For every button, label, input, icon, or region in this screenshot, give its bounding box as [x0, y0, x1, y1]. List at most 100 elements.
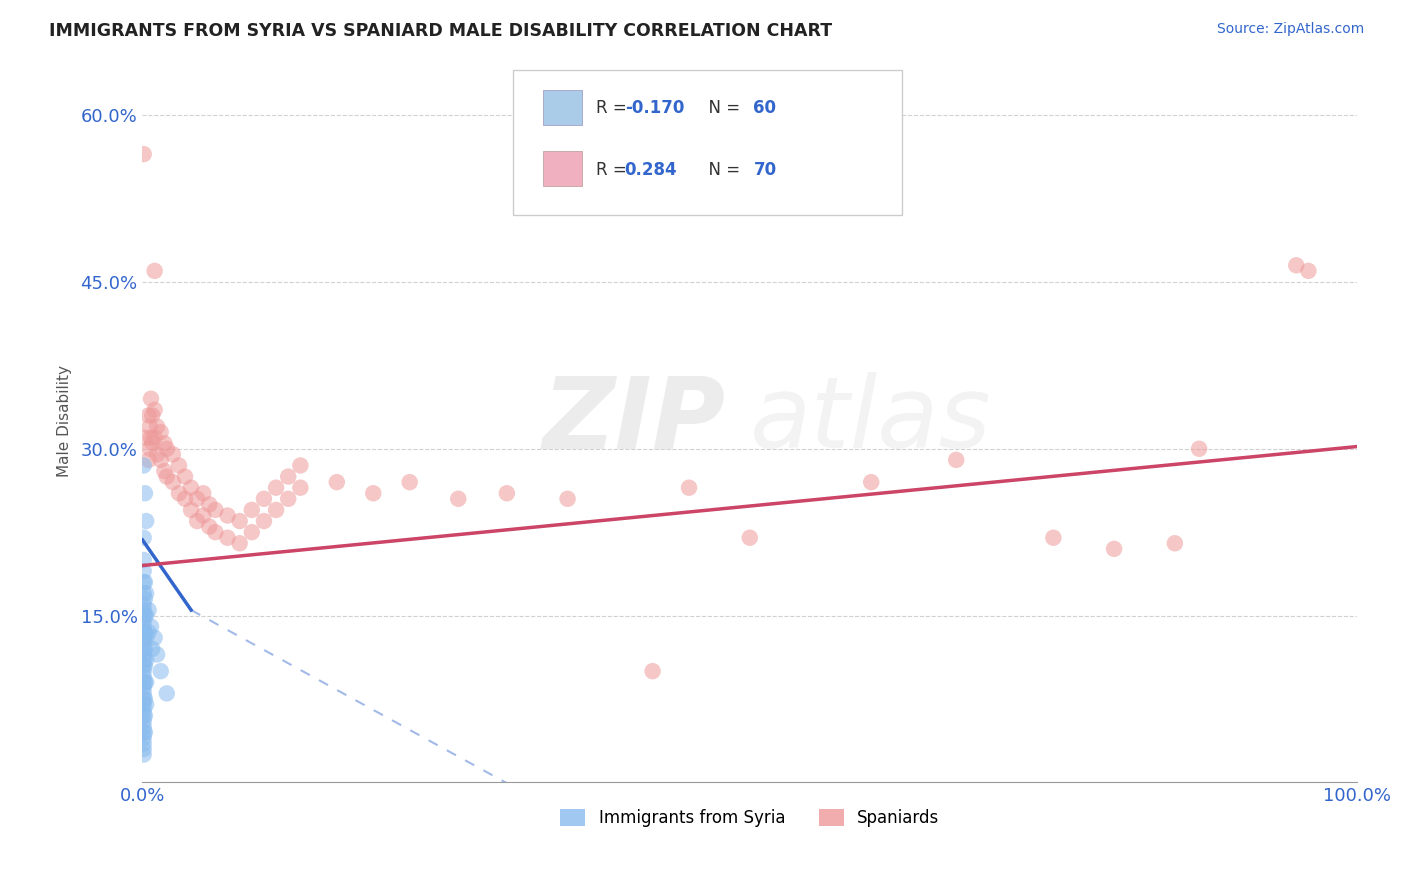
FancyBboxPatch shape	[543, 152, 582, 186]
Point	[264, 503, 287, 517]
Text: IMMIGRANTS FROM SYRIA VS SPANIARD MALE DISABILITY CORRELATION CHART: IMMIGRANTS FROM SYRIA VS SPANIARD MALE D…	[49, 22, 832, 40]
Point	[141, 641, 163, 656]
Point	[134, 625, 156, 640]
Text: N =: N =	[697, 161, 745, 179]
Point	[138, 625, 160, 640]
Point	[228, 536, 250, 550]
Point	[738, 531, 761, 545]
Point	[146, 648, 169, 662]
Point	[1042, 531, 1064, 545]
Point	[167, 458, 190, 473]
Point	[361, 486, 384, 500]
Point	[290, 458, 312, 473]
Text: Source: ZipAtlas.com: Source: ZipAtlas.com	[1216, 22, 1364, 37]
Point	[132, 586, 155, 600]
Point	[132, 664, 155, 678]
Point	[193, 486, 215, 500]
Text: R =: R =	[596, 99, 631, 117]
Point	[132, 742, 155, 756]
Point	[134, 725, 156, 739]
Point	[1285, 258, 1308, 272]
Point	[132, 698, 155, 712]
Point	[156, 442, 179, 456]
Point	[186, 514, 208, 528]
Point	[139, 419, 162, 434]
Point	[132, 714, 155, 729]
Point	[398, 475, 420, 490]
Point	[132, 608, 155, 623]
Point	[153, 436, 176, 450]
Text: R =: R =	[596, 161, 631, 179]
Point	[135, 631, 157, 645]
Point	[132, 675, 155, 690]
Text: -0.170: -0.170	[624, 99, 685, 117]
Point	[134, 591, 156, 606]
Point	[290, 481, 312, 495]
Point	[678, 481, 700, 495]
Point	[146, 419, 169, 434]
Point	[240, 525, 263, 540]
Point	[198, 497, 221, 511]
Legend: Immigrants from Syria, Spaniards: Immigrants from Syria, Spaniards	[553, 801, 948, 836]
Point	[217, 531, 239, 545]
Point	[198, 519, 221, 533]
Point	[132, 575, 155, 590]
Point	[134, 641, 156, 656]
Point	[139, 620, 162, 634]
Point	[149, 425, 172, 439]
Point	[641, 664, 664, 678]
Point	[141, 409, 163, 423]
Point	[132, 620, 155, 634]
Text: 60: 60	[754, 99, 776, 117]
Point	[132, 658, 155, 673]
FancyBboxPatch shape	[543, 90, 582, 125]
Point	[162, 447, 184, 461]
Point	[156, 469, 179, 483]
Point	[132, 648, 155, 662]
Point	[132, 703, 155, 717]
Point	[134, 708, 156, 723]
Point	[557, 491, 579, 506]
Point	[860, 475, 883, 490]
Point	[132, 747, 155, 762]
Point	[135, 675, 157, 690]
Point	[174, 469, 197, 483]
Point	[447, 491, 470, 506]
Point	[132, 625, 155, 640]
Point	[135, 514, 157, 528]
Point	[1188, 442, 1211, 456]
Point	[143, 631, 166, 645]
Point	[132, 614, 155, 628]
Point	[135, 586, 157, 600]
Point	[143, 402, 166, 417]
Point	[143, 264, 166, 278]
Point	[132, 686, 155, 700]
Point	[1164, 536, 1187, 550]
Point	[141, 436, 163, 450]
Point	[277, 491, 299, 506]
Point	[143, 431, 166, 445]
Point	[132, 725, 155, 739]
Point	[139, 431, 162, 445]
Text: atlas: atlas	[749, 373, 991, 469]
Point	[326, 475, 349, 490]
Text: ZIP: ZIP	[543, 373, 725, 469]
Point	[264, 481, 287, 495]
Point	[217, 508, 239, 523]
Point	[132, 598, 155, 612]
Point	[132, 720, 155, 734]
Point	[132, 736, 155, 750]
Point	[132, 731, 155, 745]
Point	[132, 564, 155, 578]
Point	[204, 503, 226, 517]
Text: N =: N =	[697, 99, 745, 117]
Point	[138, 603, 160, 617]
Point	[135, 608, 157, 623]
Point	[180, 503, 202, 517]
Point	[495, 486, 517, 500]
Point	[134, 486, 156, 500]
Point	[253, 491, 276, 506]
Point	[167, 486, 190, 500]
Point	[146, 447, 169, 461]
Point	[134, 575, 156, 590]
